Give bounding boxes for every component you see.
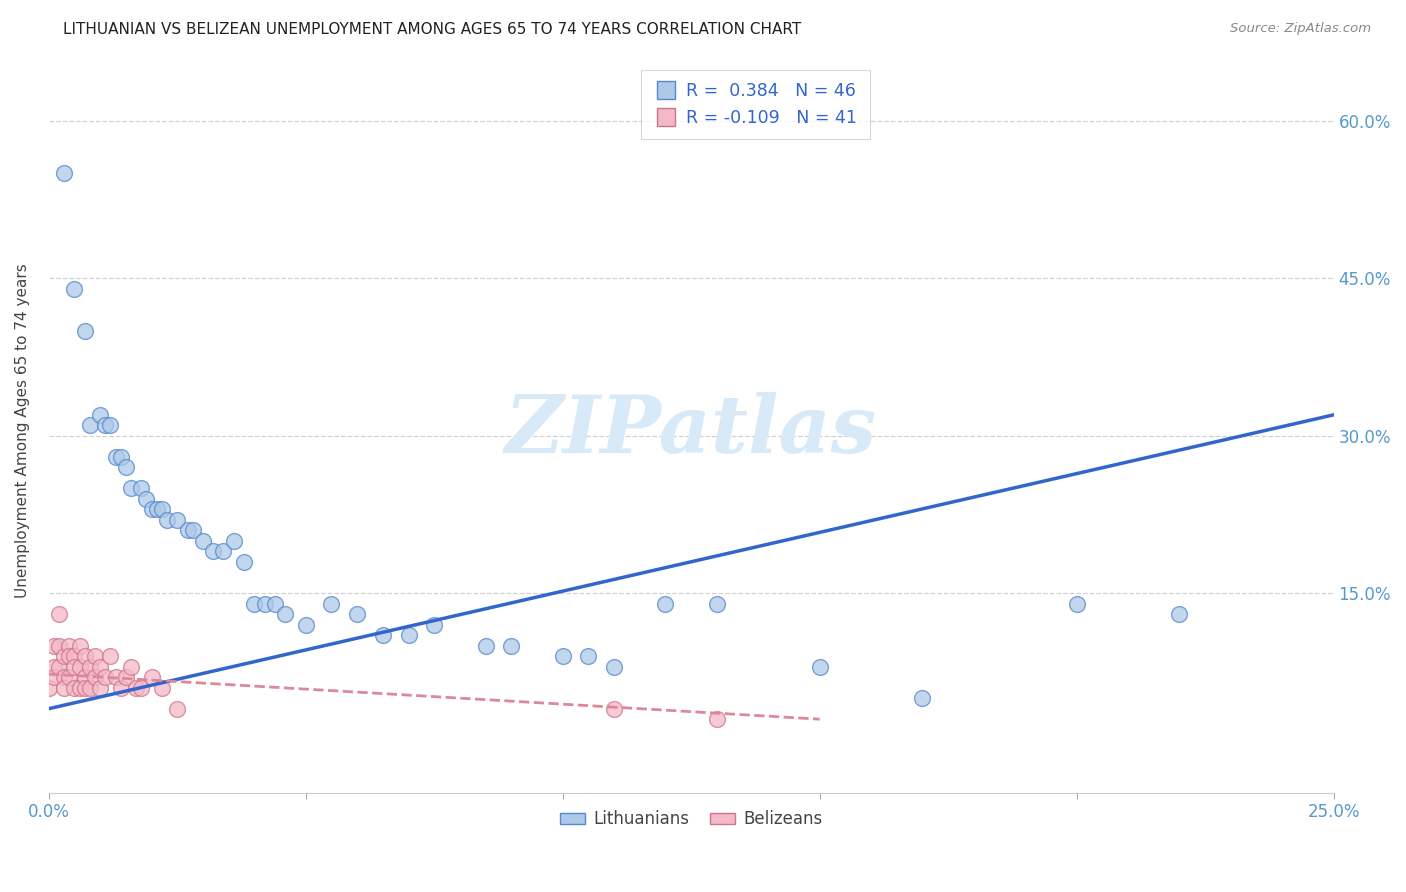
Point	[264, 597, 287, 611]
Point	[141, 670, 163, 684]
Point	[48, 607, 70, 622]
Point	[706, 597, 728, 611]
Point	[576, 649, 599, 664]
Point	[79, 659, 101, 673]
Point	[94, 670, 117, 684]
Point	[202, 544, 225, 558]
Point	[58, 639, 80, 653]
Point	[166, 513, 188, 527]
Point	[141, 502, 163, 516]
Point	[371, 628, 394, 642]
Point	[243, 597, 266, 611]
Point	[294, 617, 316, 632]
Point	[603, 702, 626, 716]
Point	[100, 649, 122, 664]
Point	[69, 659, 91, 673]
Point	[1066, 597, 1088, 611]
Point	[53, 166, 76, 180]
Point	[120, 481, 142, 495]
Point	[79, 418, 101, 433]
Point	[808, 659, 831, 673]
Point	[69, 639, 91, 653]
Point	[104, 670, 127, 684]
Point	[551, 649, 574, 664]
Point	[176, 523, 198, 537]
Point	[603, 659, 626, 673]
Point	[100, 418, 122, 433]
Point	[42, 639, 65, 653]
Text: LITHUANIAN VS BELIZEAN UNEMPLOYMENT AMONG AGES 65 TO 74 YEARS CORRELATION CHART: LITHUANIAN VS BELIZEAN UNEMPLOYMENT AMON…	[63, 22, 801, 37]
Point	[69, 681, 91, 695]
Point	[150, 502, 173, 516]
Point	[89, 408, 111, 422]
Point	[63, 649, 86, 664]
Point	[346, 607, 368, 622]
Point	[53, 649, 76, 664]
Point	[84, 670, 107, 684]
Point	[73, 681, 96, 695]
Point	[135, 491, 157, 506]
Point	[115, 460, 138, 475]
Point	[654, 597, 676, 611]
Point	[63, 681, 86, 695]
Point	[53, 670, 76, 684]
Point	[129, 681, 152, 695]
Point	[253, 597, 276, 611]
Point	[145, 502, 167, 516]
Point	[150, 681, 173, 695]
Y-axis label: Unemployment Among Ages 65 to 74 years: Unemployment Among Ages 65 to 74 years	[15, 263, 30, 598]
Point	[115, 670, 138, 684]
Point	[53, 681, 76, 695]
Point	[110, 450, 132, 464]
Point	[63, 659, 86, 673]
Point	[125, 681, 148, 695]
Point	[94, 418, 117, 433]
Point	[104, 450, 127, 464]
Point	[58, 670, 80, 684]
Point	[156, 513, 179, 527]
Point	[233, 555, 256, 569]
Point	[73, 324, 96, 338]
Point	[321, 597, 343, 611]
Point	[89, 681, 111, 695]
Point	[48, 639, 70, 653]
Point	[58, 649, 80, 664]
Legend: Lithuanians, Belizeans: Lithuanians, Belizeans	[554, 804, 828, 835]
Point	[73, 649, 96, 664]
Point	[501, 639, 523, 653]
Point	[63, 282, 86, 296]
Point	[110, 681, 132, 695]
Point	[706, 712, 728, 726]
Point	[120, 659, 142, 673]
Point	[181, 523, 204, 537]
Point	[222, 533, 245, 548]
Point	[48, 659, 70, 673]
Point	[38, 681, 60, 695]
Text: Source: ZipAtlas.com: Source: ZipAtlas.com	[1230, 22, 1371, 36]
Point	[166, 702, 188, 716]
Point	[42, 670, 65, 684]
Point	[89, 659, 111, 673]
Point	[212, 544, 235, 558]
Point	[73, 670, 96, 684]
Point	[42, 659, 65, 673]
Text: ZIPatlas: ZIPatlas	[505, 392, 877, 469]
Point	[1168, 607, 1191, 622]
Point	[474, 639, 496, 653]
Point	[423, 617, 446, 632]
Point	[274, 607, 297, 622]
Point	[84, 649, 107, 664]
Point	[129, 481, 152, 495]
Point	[398, 628, 420, 642]
Point	[191, 533, 214, 548]
Point	[911, 691, 934, 706]
Point	[79, 681, 101, 695]
